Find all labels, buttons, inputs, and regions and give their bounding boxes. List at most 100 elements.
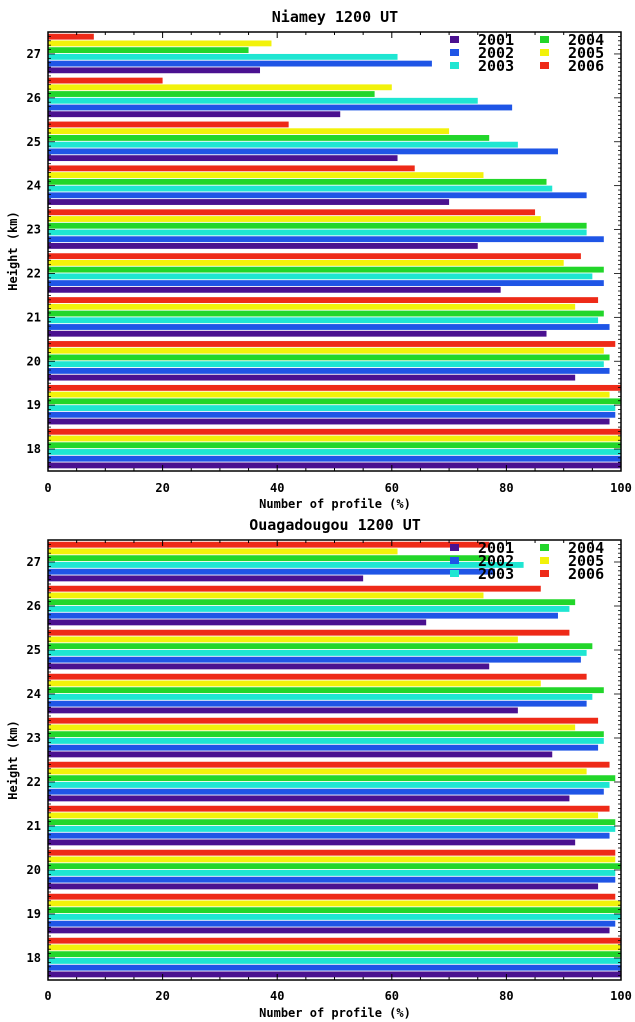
- bar-niamey-2001-21km: [48, 330, 547, 337]
- bar-ouagadougou-2003-21km: [48, 826, 616, 832]
- y-tick-label-niamey: 21: [27, 310, 41, 324]
- bar-niamey-2003-18km: [48, 449, 621, 455]
- bar-niamey-2006-26km: [48, 77, 163, 84]
- bar-ouagadougou-2006-26km: [48, 585, 541, 592]
- x-tick-label-niamey: 20: [155, 481, 169, 495]
- y-tick-label-niamey: 26: [27, 91, 41, 105]
- bar-ouagadougou-2001-22km: [48, 795, 570, 802]
- bar-ouagadougou-2006-21km: [48, 805, 610, 812]
- bar-ouagadougou-2002-27km: [48, 568, 495, 575]
- bar-ouagadougou-2002-18km: [48, 964, 621, 971]
- bar-niamey-2001-23km: [48, 243, 478, 249]
- y-tick-label-niamey: 19: [27, 398, 41, 412]
- bar-ouagadougou-2001-19km: [48, 927, 610, 934]
- y-tick-label-ouagadougou: 21: [27, 819, 41, 833]
- bar-niamey-2001-26km: [48, 111, 341, 118]
- bar-ouagadougou-2003-18km: [48, 958, 621, 964]
- y-tick-label-ouagadougou: 23: [27, 731, 41, 745]
- bar-ouagadougou-2004-19km: [48, 907, 621, 914]
- legend-label-niamey-2002: 2002: [478, 44, 514, 62]
- bar-niamey-2004-24km: [48, 178, 547, 185]
- bar-ouagadougou-2005-25km: [48, 636, 518, 643]
- y-tick-label-ouagadougou: 20: [27, 863, 41, 877]
- bar-group-ouagadougou: [48, 541, 621, 978]
- bar-ouagadougou-2006-27km: [48, 541, 490, 548]
- bar-niamey-2006-27km: [48, 33, 94, 40]
- bar-niamey-2004-21km: [48, 310, 604, 317]
- bar-niamey-2004-18km: [48, 442, 621, 449]
- y-tick-label-ouagadougou: 24: [27, 687, 41, 701]
- legend-label-ouagadougou-2001: 2001: [478, 539, 514, 557]
- legend-label-ouagadougou-2005: 2005: [568, 552, 604, 570]
- bar-ouagadougou-2003-19km: [48, 914, 621, 920]
- bar-ouagadougou-2005-21km: [48, 812, 599, 819]
- bar-niamey-2001-22km: [48, 286, 501, 293]
- x-tick-label-ouagadougou: 100: [610, 989, 632, 1003]
- bar-niamey-2003-27km: [48, 53, 398, 60]
- bar-niamey-2003-19km: [48, 405, 616, 411]
- legend-niamey: 2001 2004 2002 2005 2003 2006: [450, 31, 604, 75]
- bar-ouagadougou-2001-27km: [48, 575, 364, 582]
- y-tick-label-niamey: 18: [27, 442, 41, 456]
- bar-niamey-2005-26km: [48, 84, 392, 91]
- bar-niamey-2001-20km: [48, 374, 576, 381]
- bar-niamey-2005-20km: [48, 347, 604, 354]
- y-tick-label-ouagadougou: 22: [27, 775, 41, 789]
- y-tick-label-ouagadougou: 27: [27, 555, 41, 569]
- bar-niamey-2006-24km: [48, 165, 415, 172]
- bar-niamey-2006-21km: [48, 297, 599, 303]
- bar-ouagadougou-2002-24km: [48, 700, 587, 707]
- bar-ouagadougou-2003-20km: [48, 870, 616, 876]
- bar-ouagadougou-2006-18km: [48, 937, 621, 944]
- legend-label-ouagadougou-2004: 2004: [568, 539, 604, 557]
- bar-niamey-2003-22km: [48, 273, 593, 280]
- legend-swatch-niamey-2002: [450, 49, 459, 56]
- x-tick-label-niamey: 60: [385, 481, 399, 495]
- legend-label-niamey-2003: 2003: [478, 57, 514, 75]
- bar-ouagadougou-2004-24km: [48, 687, 604, 694]
- bar-ouagadougou-2001-20km: [48, 883, 599, 890]
- chart-title-niamey: Niamey 1200 UT: [272, 8, 398, 26]
- bar-ouagadougou-2006-22km: [48, 761, 610, 768]
- bar-ouagadougou-2001-26km: [48, 619, 427, 626]
- x-tick-label-ouagadougou: 40: [270, 989, 284, 1003]
- legend-swatch-ouagadougou-2001: [450, 544, 459, 551]
- legend-swatch-niamey-2004: [540, 36, 549, 43]
- bar-ouagadougou-2004-23km: [48, 731, 604, 738]
- bar-niamey-2006-25km: [48, 121, 289, 128]
- y-tick-label-ouagadougou: 25: [27, 643, 41, 657]
- bar-niamey-2001-24km: [48, 199, 450, 205]
- bar-niamey-2006-22km: [48, 253, 581, 260]
- bar-ouagadougou-2003-23km: [48, 738, 604, 744]
- x-tick-label-niamey: 0: [44, 481, 51, 495]
- bar-ouagadougou-2004-26km: [48, 599, 576, 606]
- bar-niamey-2006-18km: [48, 428, 621, 435]
- bar-niamey-2005-25km: [48, 128, 450, 135]
- y-tick-label-ouagadougou: 26: [27, 599, 41, 613]
- legend-label-ouagadougou-2006: 2006: [568, 565, 604, 583]
- bar-ouagadougou-2005-27km: [48, 548, 398, 555]
- bar-ouagadougou-2001-18km: [48, 971, 621, 978]
- bar-ouagadougou-2005-26km: [48, 592, 484, 599]
- bar-niamey-2002-20km: [48, 367, 610, 374]
- legend-swatch-ouagadougou-2005: [540, 557, 549, 564]
- bar-niamey-2004-22km: [48, 266, 604, 273]
- x-axis-niamey: 0 20 40 60 80 100: [44, 32, 632, 495]
- x-tick-label-ouagadougou: 0: [44, 989, 51, 1003]
- bar-niamey-2002-25km: [48, 148, 558, 155]
- bar-ouagadougou-2005-24km: [48, 680, 541, 687]
- bar-ouagadougou-2003-25km: [48, 650, 587, 656]
- bar-niamey-2002-21km: [48, 324, 610, 330]
- bar-ouagadougou-2005-23km: [48, 724, 576, 731]
- bar-ouagadougou-2002-25km: [48, 656, 581, 663]
- bar-ouagadougou-2002-23km: [48, 744, 599, 751]
- x-tick-label-ouagadougou: 60: [385, 989, 399, 1003]
- bar-ouagadougou-2005-19km: [48, 900, 621, 907]
- y-axis-label-ouagadougou: Height (km): [6, 720, 20, 799]
- y-axis-ouagadougou: 18 19 20 21 22 23 24 25 26 27: [27, 539, 621, 981]
- bar-ouagadougou-2003-26km: [48, 606, 570, 612]
- legend-label-niamey-2006: 2006: [568, 57, 604, 75]
- bar-ouagadougou-2005-20km: [48, 856, 616, 863]
- bar-ouagadougou-2002-20km: [48, 876, 616, 883]
- bar-niamey-2006-20km: [48, 341, 616, 347]
